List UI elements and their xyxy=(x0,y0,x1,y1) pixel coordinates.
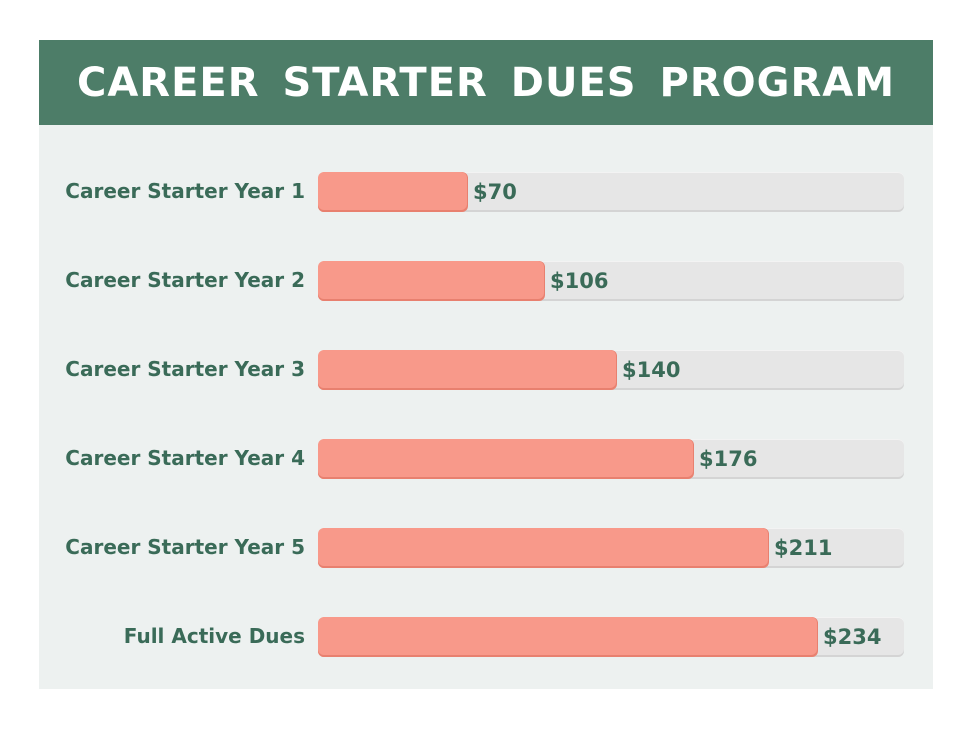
title-banner: CAREER STARTER DUES PROGRAM xyxy=(39,40,933,125)
bar-track xyxy=(318,617,904,657)
chart-panel: CAREER STARTER DUES PROGRAM Career Start… xyxy=(39,40,933,689)
bar xyxy=(318,350,616,390)
data-label: $211 xyxy=(774,536,833,560)
bar-row: Career Starter Year 2 $106 xyxy=(39,259,933,301)
category-label: Full Active Dues xyxy=(123,624,305,648)
data-label: $106 xyxy=(550,269,609,293)
bar-track xyxy=(318,172,904,212)
bar-row: Career Starter Year 3 $140 xyxy=(39,348,933,390)
data-label: $176 xyxy=(699,447,758,471)
bar xyxy=(318,617,817,657)
bar-row: Career Starter Year 1 $70 xyxy=(39,170,933,212)
bar-row: Career Starter Year 4 $176 xyxy=(39,437,933,479)
category-label: Career Starter Year 2 xyxy=(65,268,305,292)
category-label: Career Starter Year 5 xyxy=(65,535,305,559)
category-label: Career Starter Year 4 xyxy=(65,446,305,470)
bar xyxy=(318,528,768,568)
bar xyxy=(318,439,693,479)
chart-title: CAREER STARTER DUES PROGRAM xyxy=(76,59,896,106)
bar-track xyxy=(318,261,904,301)
bar-track xyxy=(318,439,904,479)
data-label: $234 xyxy=(823,625,882,649)
bar xyxy=(318,172,467,212)
bar-track xyxy=(318,350,904,390)
bar-row: Full Active Dues $234 xyxy=(39,615,933,657)
data-label: $140 xyxy=(622,358,681,382)
category-label: Career Starter Year 3 xyxy=(65,357,305,381)
category-label: Career Starter Year 1 xyxy=(65,179,305,203)
bar-row: Career Starter Year 5 $211 xyxy=(39,526,933,568)
bar xyxy=(318,261,544,301)
data-label: $70 xyxy=(473,180,517,204)
bar-track xyxy=(318,528,904,568)
